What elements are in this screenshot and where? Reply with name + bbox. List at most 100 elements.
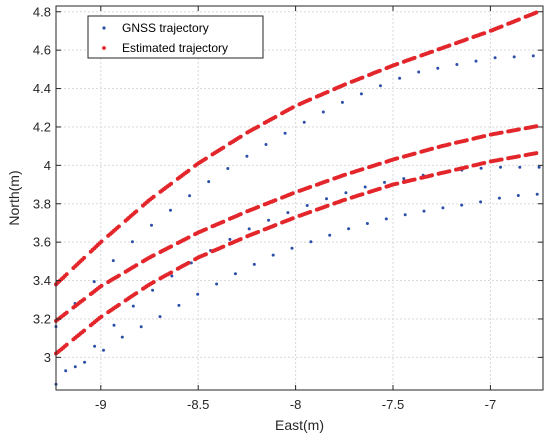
estimated-point — [256, 124, 261, 129]
estimated-point — [238, 134, 243, 139]
estimated-point — [256, 230, 261, 234]
estimated-point — [151, 280, 156, 285]
legend-label-gnss: GNSS trajectory — [122, 21, 209, 35]
estimated-point — [360, 75, 365, 80]
gnss-point — [422, 209, 426, 213]
gnss-point — [158, 315, 162, 319]
gnss-point — [417, 70, 421, 74]
estimated-track-1 — [54, 10, 539, 287]
estimated-point — [325, 178, 330, 183]
estimated-point — [343, 172, 347, 177]
estimated-point — [64, 310, 69, 315]
estimated-point — [151, 253, 156, 258]
gnss-point — [479, 200, 483, 204]
estimated-point — [308, 97, 313, 102]
gnss-point — [497, 196, 501, 200]
series-layer — [54, 10, 541, 386]
estimated-point — [412, 151, 417, 156]
gnss-point — [196, 292, 200, 296]
gnss-point — [402, 177, 406, 181]
estimated-point — [464, 165, 469, 170]
gnss-point — [344, 191, 348, 195]
estimated-point — [116, 302, 121, 307]
estimated-point — [116, 224, 121, 229]
estimated-point — [482, 161, 487, 165]
legend-marker-estimated — [102, 46, 106, 50]
gnss-point — [516, 194, 520, 197]
gnss-point — [189, 261, 193, 265]
estimated-point — [169, 181, 174, 186]
y-tick-label: 3.8 — [33, 196, 51, 211]
estimated-point — [308, 185, 313, 189]
estimated-point — [377, 186, 382, 191]
gnss-point — [267, 218, 271, 222]
estimated-point — [430, 49, 434, 54]
estimated-point — [395, 181, 400, 186]
y-tick-label: 3 — [44, 350, 51, 365]
estimated-point — [134, 209, 139, 214]
gnss-point — [474, 59, 478, 63]
gnss-point — [177, 303, 181, 307]
estimated-point — [134, 291, 139, 296]
gnss-point — [325, 197, 328, 201]
legend-item-estimated: Estimated trajectory — [102, 41, 228, 55]
gnss-point — [150, 223, 153, 227]
estimated-point — [516, 127, 521, 132]
gnss-point — [531, 54, 535, 58]
gnss-point — [131, 304, 135, 308]
y-axis-label: North(m) — [6, 170, 22, 225]
estimated-point — [82, 328, 87, 333]
estimated-point — [499, 24, 504, 29]
gnss-point — [359, 92, 363, 96]
gnss-point — [245, 154, 249, 158]
gnss-point — [286, 211, 290, 215]
gnss-point — [479, 166, 483, 170]
estimated-point — [64, 272, 69, 277]
estimated-point — [256, 205, 261, 209]
legend-box — [87, 15, 264, 59]
gnss-point — [170, 274, 174, 278]
gnss-point — [93, 344, 97, 348]
estimated-point — [360, 167, 365, 172]
gnss-point — [215, 282, 219, 286]
estimated-point — [221, 145, 226, 150]
gnss-point — [493, 56, 497, 60]
estimated-point — [99, 239, 104, 244]
gnss-point — [233, 272, 237, 276]
gnss-point — [363, 185, 367, 189]
estimated-point — [377, 68, 382, 73]
gnss-point — [252, 262, 256, 266]
gnss-point — [207, 180, 211, 184]
estimated-point — [516, 154, 521, 159]
gnss-point — [302, 120, 306, 124]
gnss-point — [151, 288, 155, 292]
estimated-point — [377, 161, 382, 166]
y-tick-label: 4.6 — [33, 43, 51, 58]
estimated-point — [482, 134, 487, 139]
estimated-point — [82, 255, 87, 260]
gnss-point — [535, 192, 539, 196]
gnss-point — [290, 246, 294, 250]
estimated-point — [238, 212, 243, 217]
estimated-point — [395, 156, 400, 161]
estimated-point — [534, 151, 539, 156]
estimated-point — [290, 105, 295, 110]
gnss-point — [271, 253, 275, 257]
estimated-point — [203, 227, 208, 232]
axis-ticks: -9 -8.5 -8 -7.5 -7 3 3.2 3.4 3.6 3.8 4 4.2 4.4 4.6 4.8 — [33, 4, 543, 412]
estimated-point — [273, 115, 278, 119]
estimated-point — [325, 203, 330, 208]
estimated-point — [151, 194, 156, 199]
estimated-point — [186, 235, 191, 240]
gnss-point — [455, 63, 459, 66]
legend: GNSS trajectory Estimated trajectory — [87, 15, 264, 59]
estimated-point — [534, 10, 539, 15]
legend-label-estimated: Estimated trajectory — [122, 41, 228, 55]
estimated-point — [82, 297, 87, 302]
estimated-point — [169, 244, 174, 249]
estimated-point — [325, 90, 330, 94]
estimated-point — [186, 168, 191, 173]
gnss-point — [111, 259, 115, 263]
estimated-point — [169, 270, 174, 275]
estimated-point — [395, 62, 400, 66]
